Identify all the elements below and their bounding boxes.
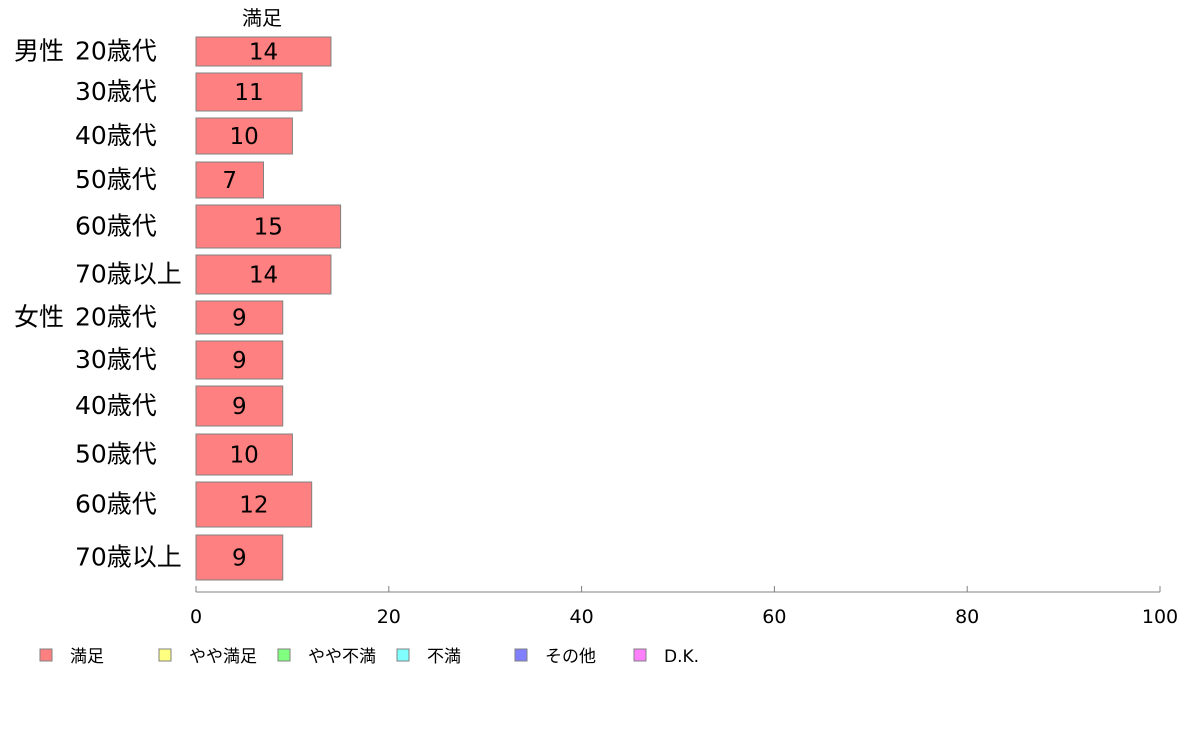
bar-value-label: 7: [222, 168, 237, 194]
legend-label: 不満: [427, 647, 461, 667]
legend-swatch: [158, 648, 172, 662]
x-tick-label: 100: [1142, 606, 1178, 628]
bar-value-label: 10: [230, 443, 259, 469]
legend: 満足 やや満足 やや不満 不満 その他 D.K.: [39, 647, 699, 667]
group-label: 女性: [14, 303, 64, 332]
bar-value-label: 14: [249, 263, 278, 289]
bar: [195, 254, 332, 295]
bar-value-label: 9: [232, 348, 247, 374]
bar-value-label: 15: [254, 215, 283, 241]
x-tick-label: 60: [762, 606, 786, 628]
bar: [195, 36, 332, 67]
legend-swatch: [633, 648, 647, 662]
category-label: 50歳代: [75, 165, 157, 194]
bar: [195, 534, 284, 581]
bar: [195, 72, 303, 112]
x-tick-label: 80: [955, 606, 979, 628]
bar-value-label: 11: [234, 80, 263, 106]
bar-value-label: 10: [230, 124, 259, 150]
legend-swatch: [277, 648, 291, 662]
legend-label: 満足: [70, 647, 104, 667]
column-title: 満足: [242, 6, 282, 30]
category-label: 20歳代: [75, 37, 157, 66]
legend-swatch: [39, 648, 53, 662]
bar-value-label: 12: [239, 493, 268, 519]
category-label: 40歳代: [75, 391, 157, 420]
category-label: 40歳代: [75, 121, 157, 150]
bar: [195, 117, 293, 155]
bar-value-label: 9: [232, 546, 247, 572]
bar: [195, 300, 284, 335]
bar-value-label: 9: [232, 306, 247, 332]
bar: [195, 385, 284, 427]
legend-label: やや満足: [189, 647, 257, 667]
category-label: 60歳代: [75, 490, 157, 519]
bar: [195, 433, 293, 476]
legend-label: その他: [545, 647, 596, 667]
category-label: 70歳以上: [75, 260, 182, 289]
legend-label: D.K.: [664, 647, 699, 667]
bar: [195, 340, 284, 380]
category-label: 50歳代: [75, 440, 157, 469]
legend-swatch: [396, 648, 410, 662]
category-label: 30歳代: [75, 345, 157, 374]
bar: [195, 204, 342, 249]
x-axis: 0 20 40 60 80 100: [190, 586, 1178, 628]
category-label: 30歳代: [75, 77, 157, 106]
bar: [195, 481, 313, 528]
group-label: 男性: [14, 37, 64, 66]
category-label: 60歳代: [75, 212, 157, 241]
bar-value-label: 9: [232, 394, 247, 420]
category-labels-layer: 20歳代男性30歳代40歳代50歳代60歳代70歳以上20歳代女性30歳代40歳…: [14, 37, 182, 572]
legend-label: やや不満: [308, 647, 376, 667]
bar: [195, 161, 264, 199]
legend-swatch: [514, 648, 528, 662]
x-tick-label: 40: [570, 606, 594, 628]
x-tick-label: 20: [377, 606, 401, 628]
bar-value-label: 14: [249, 40, 278, 66]
category-label: 70歳以上: [75, 543, 182, 572]
category-label: 20歳代: [75, 303, 157, 332]
x-tick-label: 0: [190, 606, 202, 628]
